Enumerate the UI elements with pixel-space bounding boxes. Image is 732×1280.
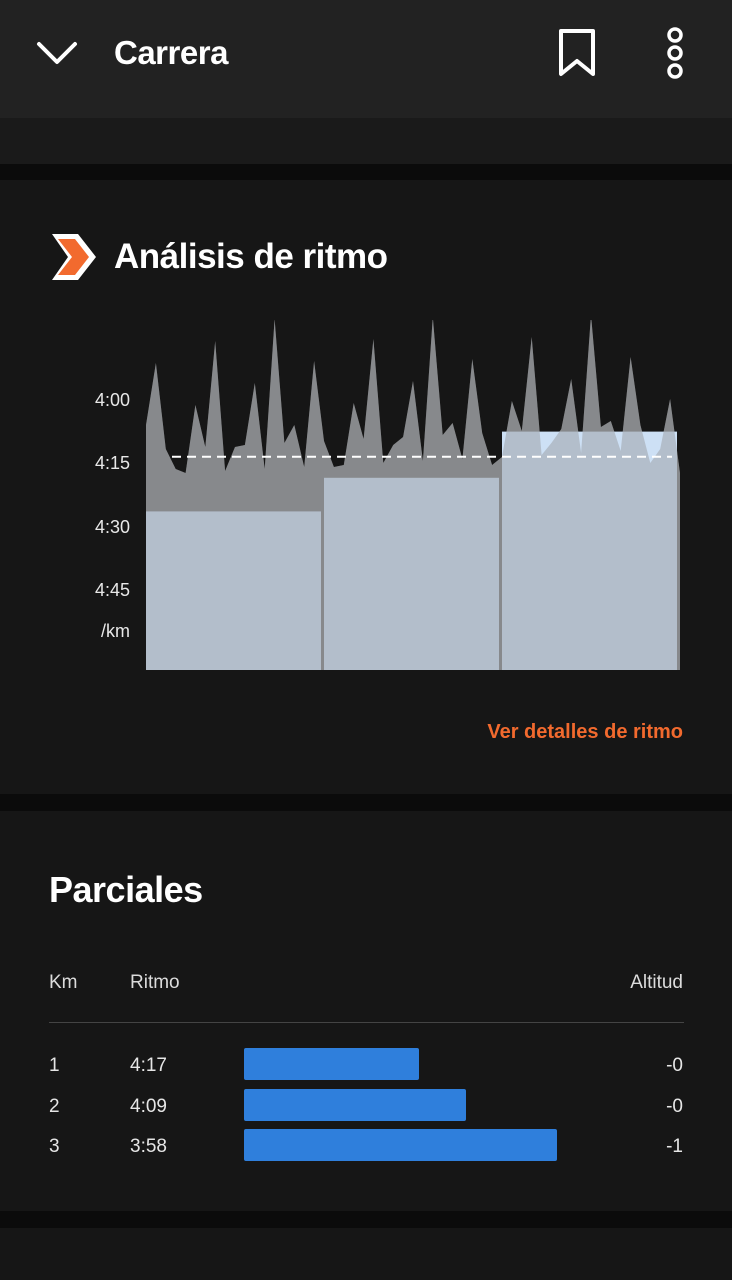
pace-chevron-icon: [52, 234, 96, 280]
pace-trace-overlay: [146, 320, 680, 670]
split-altitude: -0: [666, 1096, 683, 1117]
split-pace-bar: [244, 1089, 466, 1121]
split-row: 3 3:58 -1: [0, 1129, 732, 1163]
altitude-column-header: Altitud: [630, 972, 683, 993]
split-pace-bar: [244, 1048, 419, 1080]
split-pace-bar: [244, 1129, 557, 1161]
header-strip: [0, 118, 732, 164]
splits-title: Parciales: [49, 869, 203, 910]
split-altitude: -0: [666, 1055, 683, 1076]
split-pace: 4:09: [130, 1096, 167, 1117]
km-column-header: Km: [49, 972, 78, 993]
y-tick-label: 4:30: [94, 517, 130, 537]
pace-chart: 4:00 4:15 4:30 4:45 /km: [0, 320, 732, 670]
split-row: 1 4:17 -0: [0, 1048, 732, 1082]
y-tick-label: 4:15: [94, 453, 130, 473]
split-pace: 4:17: [130, 1055, 167, 1076]
pace-chart-svg: [146, 320, 680, 670]
pace-analysis-title: Análisis de ritmo: [114, 237, 388, 276]
split-km: 1: [49, 1055, 60, 1076]
split-pace: 3:58: [130, 1136, 167, 1157]
y-tick-label: 4:00: [94, 390, 130, 410]
more-vertical-icon[interactable]: [660, 26, 690, 80]
split-km: 3: [49, 1136, 60, 1157]
top-app-bar: Carrera: [0, 0, 732, 118]
view-pace-details-link[interactable]: Ver detalles de ritmo: [487, 721, 683, 743]
split-altitude: -1: [666, 1136, 683, 1157]
next-card: [0, 1228, 732, 1280]
page-title: Carrera: [114, 34, 228, 71]
pace-analysis-card: Análisis de ritmo 4:00 4:15 4:30 4:45 /k…: [0, 180, 732, 794]
split-km: 2: [49, 1096, 60, 1117]
y-tick-label: 4:45: [94, 580, 130, 600]
split-row: 2 4:09 -0: [0, 1089, 732, 1123]
splits-card: Parciales Km Ritmo Altitud 1 4:17 -0 2 4…: [0, 811, 732, 1211]
bookmark-icon[interactable]: [556, 28, 598, 78]
pace-column-header: Ritmo: [130, 972, 180, 993]
header-divider: [49, 1022, 684, 1023]
y-unit-label: /km: [101, 621, 130, 641]
chevron-down-icon[interactable]: [34, 34, 80, 70]
